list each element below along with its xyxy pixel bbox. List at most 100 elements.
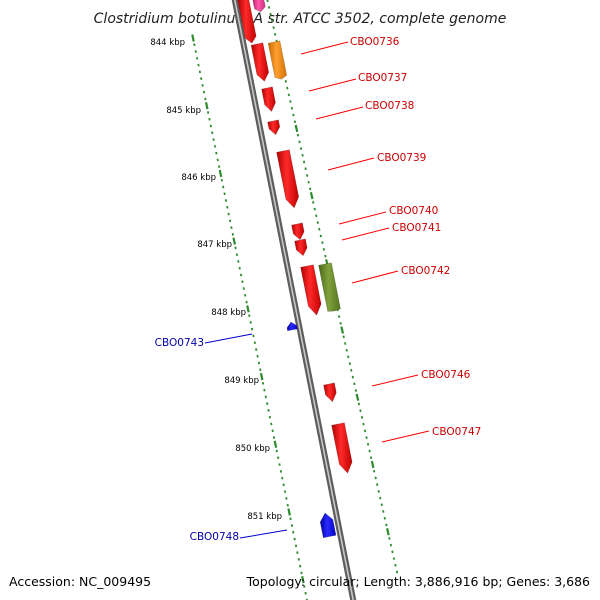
major-tick <box>191 34 195 42</box>
kbp-label: 844 kbp <box>150 38 185 48</box>
minor-tick <box>290 106 294 110</box>
minor-tick <box>315 214 318 218</box>
minor-tick <box>388 537 391 540</box>
minor-tick <box>369 456 373 460</box>
gene-label-cbo0741[interactable]: CBO0741 <box>392 222 441 234</box>
gene-feature-cbo0747[interactable] <box>331 422 353 474</box>
reverse-gene-labels: CBO0743 CBO0748 <box>155 333 288 543</box>
minor-tick <box>289 100 292 103</box>
major-tick <box>309 191 314 200</box>
gene-label-cbo0738[interactable]: CBO0738 <box>365 100 414 112</box>
minor-tick <box>344 342 347 345</box>
gene-feature-cbo0748[interactable] <box>319 512 337 539</box>
minor-tick <box>391 550 394 554</box>
minor-tick <box>318 227 321 231</box>
minor-tick <box>272 26 275 29</box>
minor-tick <box>379 496 382 500</box>
minor-tick <box>309 187 312 191</box>
gene-feature-cbo0737[interactable] <box>250 42 270 82</box>
label-leader <box>327 157 375 171</box>
gene-feature-cbo0742[interactable] <box>300 264 322 316</box>
map-title: Clostridium botulinum A str. ATCC 3502, … <box>94 11 507 27</box>
minor-tick <box>366 442 370 446</box>
minor-tick <box>337 315 341 318</box>
minor-tick <box>345 348 348 352</box>
gene-label-cbo0746[interactable]: CBO0746 <box>421 369 471 381</box>
kbp-ruler: 844 kbp 845 kbp 846 kbp 847 kbp 848 kbp … <box>150 38 282 522</box>
gene-feature-cbo0746[interactable] <box>323 382 337 403</box>
gene-label-cbo0747[interactable]: CBO0747 <box>432 426 481 438</box>
major-tick <box>259 372 264 381</box>
topology-summary: Topology: circular; Length: 3,886,916 bp… <box>246 574 590 589</box>
minor-tick <box>293 120 297 124</box>
label-leader <box>308 78 357 92</box>
minor-tick <box>380 503 383 507</box>
kbp-label: 851 kbp <box>247 512 282 522</box>
minor-tick <box>302 160 306 164</box>
inner-tick-track <box>191 34 308 600</box>
kbp-label: 846 kbp <box>181 173 216 183</box>
major-tick <box>232 237 236 245</box>
major-tick <box>294 124 299 133</box>
gene-feature-cbo0742-olive[interactable] <box>318 262 341 312</box>
major-tick <box>218 169 223 178</box>
gene-label-cbo0737[interactable]: CBO0737 <box>358 72 407 84</box>
minor-tick <box>363 429 367 433</box>
gene-feature-cbo0737-orange[interactable] <box>267 40 288 80</box>
minor-tick <box>299 147 303 150</box>
gene-feature-cbo0739a[interactable] <box>267 119 281 136</box>
gene-label-cbo0742[interactable]: CBO0742 <box>401 265 450 277</box>
minor-tick <box>319 234 322 238</box>
label-leader <box>315 106 364 120</box>
minor-tick <box>322 248 326 251</box>
minor-tick <box>286 86 289 90</box>
label-leader <box>371 374 419 387</box>
minor-tick <box>357 402 361 406</box>
gene-feature-cbo0736b[interactable] <box>252 0 266 13</box>
minor-tick <box>305 174 309 177</box>
gene-feature-cbo0743[interactable] <box>286 321 298 332</box>
minor-tick <box>267 6 271 9</box>
minor-tick <box>298 140 301 144</box>
minor-tick <box>321 241 324 245</box>
major-tick <box>246 305 250 313</box>
minor-tick <box>362 422 365 426</box>
minor-tick <box>339 321 342 325</box>
gene-label-cbo0739[interactable]: CBO0739 <box>377 152 426 164</box>
minor-tick <box>269 12 272 16</box>
minor-tick <box>395 570 399 574</box>
gene-feature-cbo0741[interactable] <box>294 238 308 257</box>
label-leader <box>204 333 253 344</box>
gene-feature-cbo0739[interactable] <box>276 149 300 209</box>
minor-tick <box>342 335 345 339</box>
forward-gene-labels: CBO0736 CBO0737 CBO0738 CBO0739 CBO0740 … <box>300 36 481 443</box>
major-tick <box>370 460 375 469</box>
minor-tick <box>377 489 380 493</box>
major-tick <box>204 102 209 110</box>
gene-label-cbo0748[interactable]: CBO0748 <box>190 531 239 543</box>
minor-tick <box>360 416 364 419</box>
gene-feature-cbo0740[interactable] <box>291 222 305 241</box>
minor-tick <box>316 221 319 224</box>
gene-feature-cbo0738[interactable] <box>261 86 276 113</box>
label-leader <box>338 211 387 225</box>
label-leader <box>341 227 390 241</box>
minor-tick <box>347 355 350 359</box>
label-leader <box>351 270 399 284</box>
gene-label-cbo0743[interactable]: CBO0743 <box>155 337 204 349</box>
minor-tick <box>382 510 385 513</box>
gene-feature-cbo0736a[interactable] <box>237 0 257 44</box>
minor-tick <box>348 362 351 366</box>
gene-label-cbo0740[interactable]: CBO0740 <box>389 205 438 217</box>
kbp-label: 847 kbp <box>197 240 232 250</box>
label-leader <box>381 430 430 443</box>
genome-backbone-highlight <box>233 0 355 600</box>
minor-tick <box>296 133 300 137</box>
kbp-label: 850 kbp <box>235 444 270 454</box>
minor-tick <box>392 557 396 560</box>
kbp-label: 845 kbp <box>166 106 201 116</box>
minor-tick <box>373 469 376 473</box>
gene-label-cbo0736[interactable]: CBO0736 <box>350 36 400 48</box>
minor-tick <box>313 207 316 211</box>
